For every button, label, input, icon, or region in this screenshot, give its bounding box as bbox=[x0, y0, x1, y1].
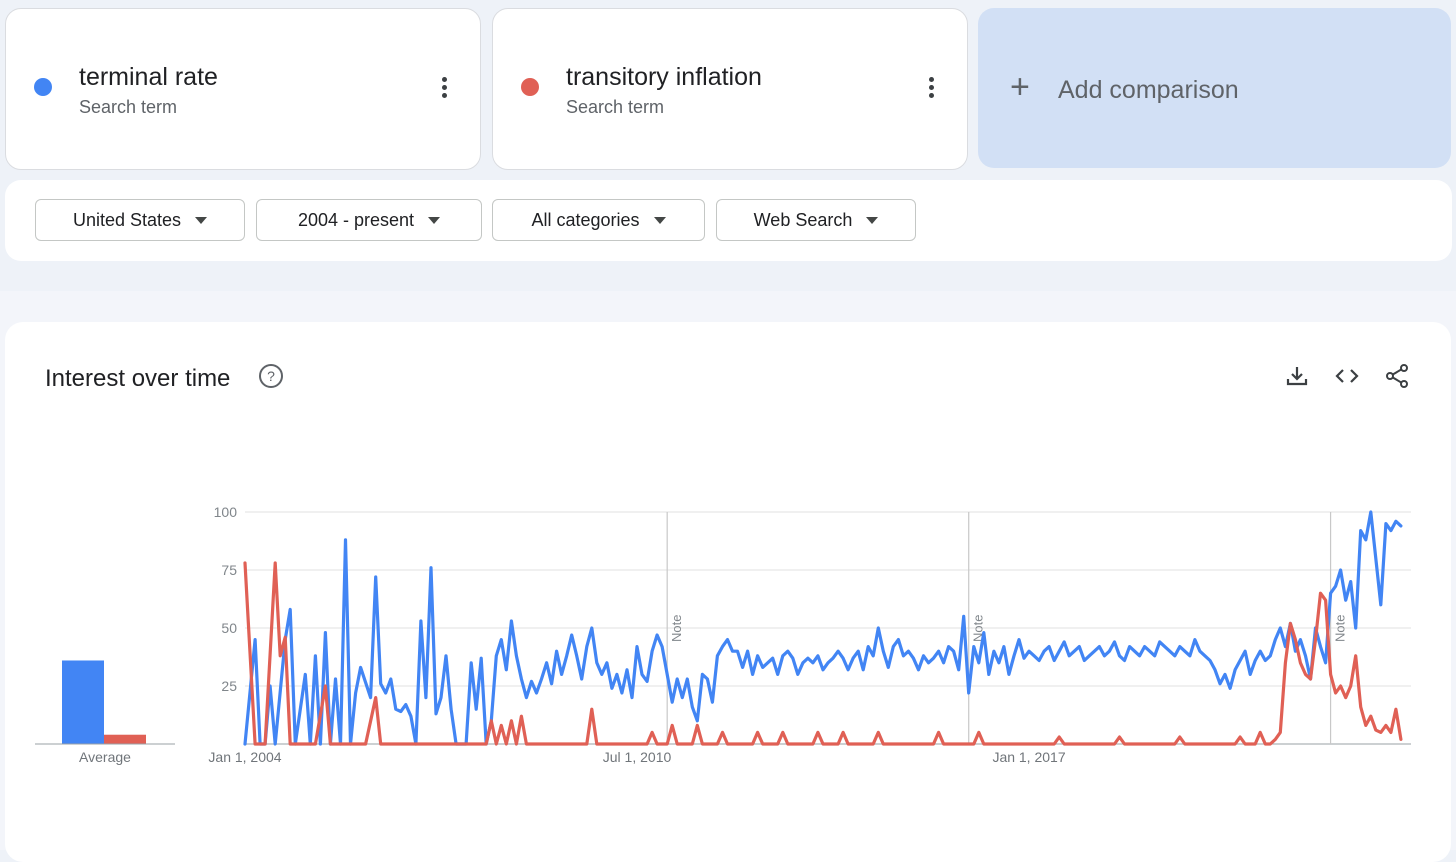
y-tick-label: 75 bbox=[221, 562, 237, 578]
term-card-transitory-inflation[interactable]: transitory inflation Search term bbox=[492, 8, 968, 170]
term-type-label: Search term bbox=[566, 97, 665, 117]
download-icon[interactable] bbox=[1284, 363, 1310, 389]
svg-text:?: ? bbox=[267, 368, 275, 384]
region-value: United States bbox=[72, 209, 182, 230]
average-bar bbox=[104, 734, 146, 744]
category-value: All categories bbox=[531, 209, 640, 230]
average-bar bbox=[62, 660, 104, 744]
series-line-0 bbox=[243, 510, 1403, 746]
note-label: Note bbox=[1333, 615, 1348, 642]
caret-down-icon bbox=[653, 216, 666, 224]
share-icon[interactable] bbox=[1384, 363, 1410, 389]
search-property-value: Web Search bbox=[753, 209, 853, 230]
search-property-dropdown[interactable]: Web Search bbox=[716, 199, 916, 241]
x-tick-label: Jan 1, 2004 bbox=[208, 749, 281, 765]
add-comparison-button[interactable]: + Add comparison bbox=[978, 8, 1451, 168]
series-line-1 bbox=[243, 561, 1403, 746]
time-range-value: 2004 - present bbox=[297, 209, 415, 230]
time-range-dropdown[interactable]: 2004 - present bbox=[256, 199, 482, 241]
x-tick-label: Jul 1, 2010 bbox=[603, 749, 672, 765]
caret-down-icon bbox=[866, 216, 879, 224]
y-tick-label: 100 bbox=[214, 504, 238, 520]
term-card-terminal-rate[interactable]: terminal rate Search term bbox=[5, 8, 481, 170]
category-dropdown[interactable]: All categories bbox=[492, 199, 705, 241]
help-icon[interactable]: ? bbox=[258, 363, 284, 389]
add-comparison-label: Add comparison bbox=[1058, 76, 1239, 104]
x-tick-label: Jan 1, 2017 bbox=[992, 749, 1065, 765]
y-tick-label: 25 bbox=[221, 678, 237, 694]
chart-title: Interest over time bbox=[45, 365, 231, 392]
y-tick-label: 50 bbox=[221, 620, 237, 636]
term-name: terminal rate bbox=[79, 63, 218, 91]
caret-down-icon bbox=[195, 216, 208, 224]
embed-icon[interactable] bbox=[1334, 363, 1360, 389]
plus-icon: + bbox=[1010, 68, 1030, 106]
region-dropdown[interactable]: United States bbox=[35, 199, 245, 241]
more-options-icon[interactable] bbox=[432, 77, 456, 103]
caret-down-icon bbox=[428, 216, 441, 224]
note-label: Note bbox=[669, 615, 684, 642]
interest-over-time-card: Interest over time ? 25 50 75 100 Jan 1, 200… bbox=[5, 322, 1451, 862]
series-color-dot bbox=[521, 78, 539, 96]
more-options-icon[interactable] bbox=[919, 77, 943, 103]
term-name: transitory inflation bbox=[566, 63, 762, 91]
average-label: Average bbox=[79, 749, 131, 765]
filters-bar: United States 2004 - present All categor… bbox=[5, 180, 1452, 261]
term-type-label: Search term bbox=[79, 97, 178, 117]
series-color-dot bbox=[34, 78, 52, 96]
interest-over-time-chart: 25 50 75 100 Jan 1, 2004 Jul 1, 2010 Jan 1, 20… bbox=[35, 504, 1411, 765]
